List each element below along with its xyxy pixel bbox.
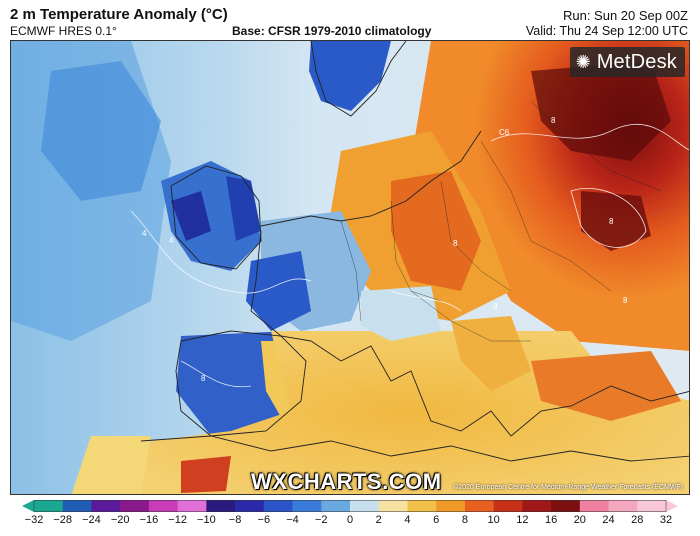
colorbar-tick-label: 28 <box>631 514 644 526</box>
colorbar-segment <box>62 500 92 512</box>
climatology-base: Base: CFSR 1979-2010 climatology <box>232 24 432 38</box>
colorbar-tick-label: 12 <box>516 514 529 526</box>
logo-text: MetDesk <box>596 50 677 73</box>
chart-title: 2 m Temperature Anomaly (°C) <box>10 6 228 23</box>
country-borders <box>340 100 662 342</box>
morocco-warm <box>71 436 151 494</box>
map-canvas: C6 8 8 8 4 4 8 8 8 <box>11 41 689 494</box>
colorbar-segment <box>292 500 322 512</box>
colorbar-tick-label: 6 <box>433 514 440 526</box>
france-cold <box>246 251 311 331</box>
balkans-warm <box>451 316 531 391</box>
colorbar-segment <box>120 500 150 512</box>
colorbar-tick-label: −20 <box>110 514 130 526</box>
algeria-hot-spot <box>181 456 231 493</box>
colorbar-ticks: −32 −28 −24 −20 −16 −12 −10 −8 −6 −4 −2 0 2 4 6 8 10 12 16… <box>22 514 678 532</box>
contour-label-group: C6 8 8 8 4 4 8 8 8 <box>142 116 628 383</box>
contour-label: 8 <box>551 116 556 125</box>
colorbar-segment <box>551 500 581 512</box>
contour-label: 8 <box>201 374 206 383</box>
contour-label: 8 <box>623 296 628 305</box>
cold-atlantic-core <box>41 61 161 201</box>
colorbar-tick-label: 10 <box>487 514 500 526</box>
run-time: Run: Sun 20 Sep 00Z <box>562 8 688 23</box>
colorbar-segment <box>206 500 236 512</box>
colorbar-outline <box>33 500 667 512</box>
colorbar-segments <box>22 500 678 512</box>
contour-isolines <box>130 123 689 388</box>
alps-cool <box>361 286 441 341</box>
contour-label: 8 <box>609 217 614 226</box>
colorbar-segment <box>493 500 523 512</box>
temperature-anomaly-map[interactable]: C6 8 8 8 4 4 8 8 8 ✺ MetDesk WXCHARTS.CO… <box>10 40 690 495</box>
valid-time: Valid: Thu 24 Sep 12:00 UTC <box>525 24 688 38</box>
ireland-cold <box>171 191 211 241</box>
colorbar-segment <box>91 500 121 512</box>
colorbar-segment <box>464 500 495 512</box>
metdesk-logo: ✺ MetDesk <box>569 47 685 77</box>
metdesk-star-icon: ✺ <box>575 52 591 72</box>
model-name: ECMWF HRES 0.1° <box>10 24 117 38</box>
colorbar-segment <box>579 500 610 512</box>
colorbar <box>22 500 678 512</box>
colorbar-segment <box>608 500 638 512</box>
colorbar-tick-label: 20 <box>573 514 586 526</box>
colorbar-segment <box>637 500 667 512</box>
coastlines <box>140 41 689 462</box>
colorbar-segment <box>148 500 179 512</box>
germany-poland-heat <box>391 171 481 291</box>
colorbar-tick-label: 24 <box>602 514 615 526</box>
colorbar-arrow-left <box>22 500 34 512</box>
turkey-warm <box>531 351 681 421</box>
contour-label: 8 <box>493 302 498 311</box>
colorbar-tick-label: −8 <box>228 514 242 526</box>
colorbar-segment <box>378 500 408 512</box>
contour-label: 4 <box>142 229 147 238</box>
norway-cold <box>309 41 391 111</box>
colorbar-segment <box>321 500 351 512</box>
colorbar-tick-label: −6 <box>257 514 271 526</box>
colorbar-segment <box>522 500 552 512</box>
colorbar-segment <box>235 500 265 512</box>
contour-label: 4 <box>169 236 174 245</box>
colorbar-tick-label: −12 <box>168 514 187 526</box>
contour-label: 8 <box>453 239 458 248</box>
colorbar-tick-label: 16 <box>544 514 558 526</box>
colorbar-tick-label: −28 <box>53 514 73 526</box>
watermark: WXCHARTS.COM <box>251 469 442 494</box>
colorbar-segment <box>436 500 466 512</box>
colorbar-tick-label: 4 <box>404 514 411 526</box>
colorbar-tick-label: 8 <box>461 514 468 526</box>
colorbar-tick-label: −4 <box>286 514 299 526</box>
colorbar-segment <box>34 500 64 512</box>
contour-label: C6 <box>499 128 510 137</box>
chart-header: 2 m Temperature Anomaly (°C) ECMWF HRES … <box>0 0 700 40</box>
colorbar-tick-label: −32 <box>24 514 44 526</box>
colorbar-segment <box>407 500 437 512</box>
heat-core-east <box>581 191 651 251</box>
copyright-notice: ©2020 European Centre for Medium-Range W… <box>453 484 683 491</box>
colorbar-segment <box>177 500 207 512</box>
colorbar-tick-label: 2 <box>375 514 382 526</box>
colorbar-segment <box>350 500 380 512</box>
colorbar-tick-label: −2 <box>314 514 328 526</box>
colorbar-tick-label: −24 <box>82 514 101 526</box>
colorbar-tick-label: 0 <box>346 514 354 526</box>
colorbar-tick-label: −16 <box>139 514 159 526</box>
colorbar-tick-label: 32 <box>659 514 673 526</box>
colorbar-tick-label: −10 <box>197 514 216 526</box>
colorbar-segment <box>263 500 294 512</box>
colorbar-arrow-right <box>666 500 678 512</box>
